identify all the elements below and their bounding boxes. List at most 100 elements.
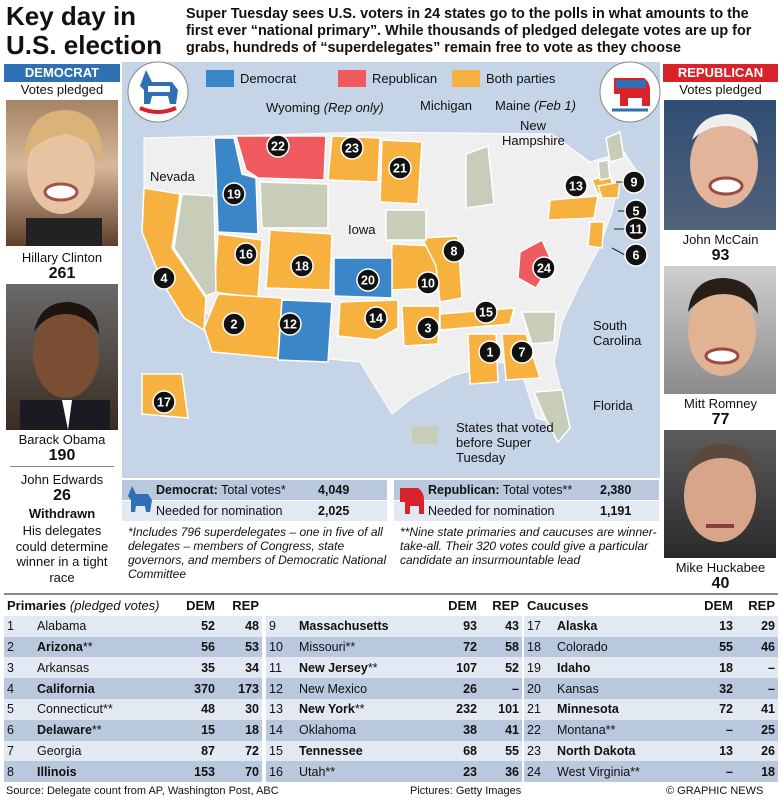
row-dem: 38 xyxy=(436,719,480,741)
state-badge-9: 9 xyxy=(622,170,646,194)
row-rep: 25 xyxy=(736,719,778,741)
svg-text:16: 16 xyxy=(239,248,253,262)
republican-header: REPUBLICAN xyxy=(663,64,778,82)
row-rep: 101 xyxy=(480,698,522,720)
republican-totals: Republican: Total votes** 2,380 Needed f… xyxy=(394,480,659,522)
row-dem: 72 xyxy=(694,698,736,720)
svg-text:1: 1 xyxy=(487,346,494,360)
svg-text:5: 5 xyxy=(633,205,640,219)
table-row: 4 California 370 173 xyxy=(4,678,262,699)
label-south-carolina-2: Carolina xyxy=(593,333,642,348)
row-dem: 48 xyxy=(174,698,218,720)
row-state: New Mexico xyxy=(296,678,436,699)
row-number: 15 xyxy=(266,740,296,762)
row-rep: – xyxy=(480,678,522,699)
row-rep: 41 xyxy=(736,698,778,720)
row-state: Alaska xyxy=(554,615,694,637)
label-michigan: Michigan xyxy=(420,98,473,113)
row-dem: 35 xyxy=(174,657,218,679)
label-new-hampshire-1: New xyxy=(520,118,547,133)
row-rep: 46 xyxy=(736,636,778,658)
row-rep: – xyxy=(736,657,778,679)
row-state: Georgia xyxy=(34,740,174,762)
dem-col-header-2: DEM xyxy=(436,595,480,616)
primaries-table-1: Primaries (pledged votes) DEM REP 1 Alaba… xyxy=(4,595,262,783)
svg-text:20: 20 xyxy=(361,274,375,288)
svg-text:4: 4 xyxy=(161,272,168,286)
row-rep: 58 xyxy=(480,636,522,658)
row-number: 13 xyxy=(266,698,296,720)
state-badge-12: 12 xyxy=(278,312,302,336)
table-row: 2 Arizona** 56 53 xyxy=(4,636,262,658)
table-row: 7 Georgia 87 72 xyxy=(4,740,262,762)
row-dem: 26 xyxy=(436,678,480,699)
edwards-name: John Edwards xyxy=(20,472,104,487)
dem-total-value: 4,049 xyxy=(318,483,350,497)
row-state: New Jersey** xyxy=(296,657,436,679)
svg-text:12: 12 xyxy=(283,318,297,332)
svg-text:17: 17 xyxy=(157,396,171,410)
state-badge-11: 11 xyxy=(624,217,648,241)
state-badge-13: 13 xyxy=(564,174,588,198)
rep-needed-label: Needed for nomination xyxy=(428,504,555,518)
state-badge-14: 14 xyxy=(364,306,388,330)
svg-text:21: 21 xyxy=(393,162,407,176)
svg-text:3: 3 xyxy=(425,322,432,336)
row-state: Idaho xyxy=(554,657,694,679)
svg-text:24: 24 xyxy=(537,262,551,276)
row-state: North Dakota xyxy=(554,740,694,762)
romney-votes: 77 xyxy=(711,411,730,428)
table-row: 19 Idaho 18– xyxy=(524,657,778,679)
row-number: 18 xyxy=(524,636,554,658)
romney-name: Mitt Romney xyxy=(684,396,757,411)
row-dem: 68 xyxy=(436,740,480,762)
romney-photo xyxy=(664,266,776,394)
row-rep: 34 xyxy=(218,657,262,679)
row-rep: 30 xyxy=(218,698,262,720)
rep-col-header: REP xyxy=(218,595,262,616)
row-state: Oklahoma xyxy=(296,719,436,741)
row-dem: – xyxy=(694,761,736,783)
row-state: Utah** xyxy=(296,761,436,783)
huckabee-votes: 40 xyxy=(711,575,730,592)
row-number: 23 xyxy=(524,740,554,762)
dem-total-label: Democrat: xyxy=(156,483,218,497)
row-rep: 72 xyxy=(218,740,262,762)
table-row: 22 Montana** –25 xyxy=(524,719,778,741)
svg-text:8: 8 xyxy=(451,245,458,259)
mccain-photo xyxy=(664,100,776,230)
label-new-hampshire-2: Hampshire xyxy=(502,133,565,148)
legend-republican-label: Republican xyxy=(372,71,438,86)
caucuses-table: Caucuses DEM REP 17 Alaska 13 29 18 Colorado 5… xyxy=(524,595,778,783)
dem-donkey-small-icon xyxy=(128,486,152,512)
state-badge-1: 1 xyxy=(478,340,502,364)
row-state: Delaware** xyxy=(34,719,174,741)
withdrawn-title: Withdrawn xyxy=(28,506,96,521)
row-dem: 87 xyxy=(174,740,218,762)
primaries-title: Primaries xyxy=(7,597,67,613)
table-row: 24 West Virginia** –18 xyxy=(524,761,778,783)
row-number: 1 xyxy=(4,615,34,637)
legend-republican: Republican xyxy=(338,70,437,87)
svg-text:14: 14 xyxy=(369,312,383,326)
row-number: 10 xyxy=(266,636,296,658)
row-number: 9 xyxy=(266,615,296,637)
legend-prior-label: States that voted before Super Tuesday xyxy=(456,420,554,465)
table-row: 1 Alabama 52 48 xyxy=(4,615,262,637)
footer-pictures: Pictures: Getty Images xyxy=(410,785,522,797)
table-row: 12 New Mexico 26– xyxy=(266,678,522,699)
row-dem: 13 xyxy=(694,740,736,762)
svg-text:22: 22 xyxy=(271,140,285,154)
dem-needed-label: Needed for nomination xyxy=(156,504,283,518)
table-row: 20 Kansas 32– xyxy=(524,678,778,699)
row-number: 7 xyxy=(4,740,34,762)
primaries-body-1: 1 Alabama 52 48 2 Arizona** 56 53 3 Arkansas 35 34 4… xyxy=(4,615,262,783)
obama-votes: 190 xyxy=(48,447,76,464)
row-state: New York** xyxy=(296,698,436,720)
row-state: West Virginia** xyxy=(554,761,694,783)
table-row: 16 Utah** 23 36 xyxy=(266,761,522,783)
huckabee-portrait-icon xyxy=(684,444,756,542)
state-badge-17: 17 xyxy=(152,390,176,414)
obama-photo xyxy=(6,284,118,430)
